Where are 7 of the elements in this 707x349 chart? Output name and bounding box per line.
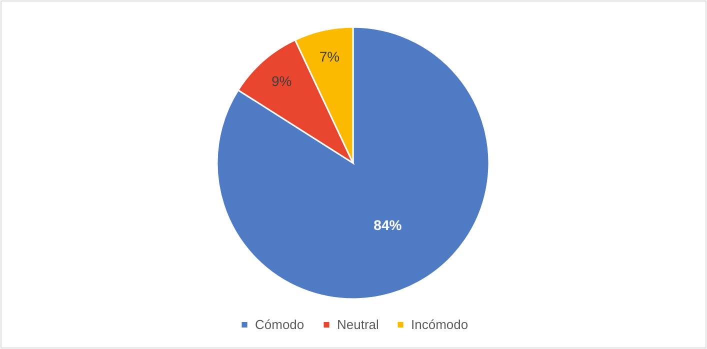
data-label: 9% [271,72,292,89]
data-label: 84% [374,217,402,234]
legend-label: Incómodo [411,316,468,332]
legend-label: Neutral [337,316,380,332]
pie-slice [216,26,490,300]
data-label: 7% [319,48,340,65]
legend-label: Cómodo [255,316,304,332]
